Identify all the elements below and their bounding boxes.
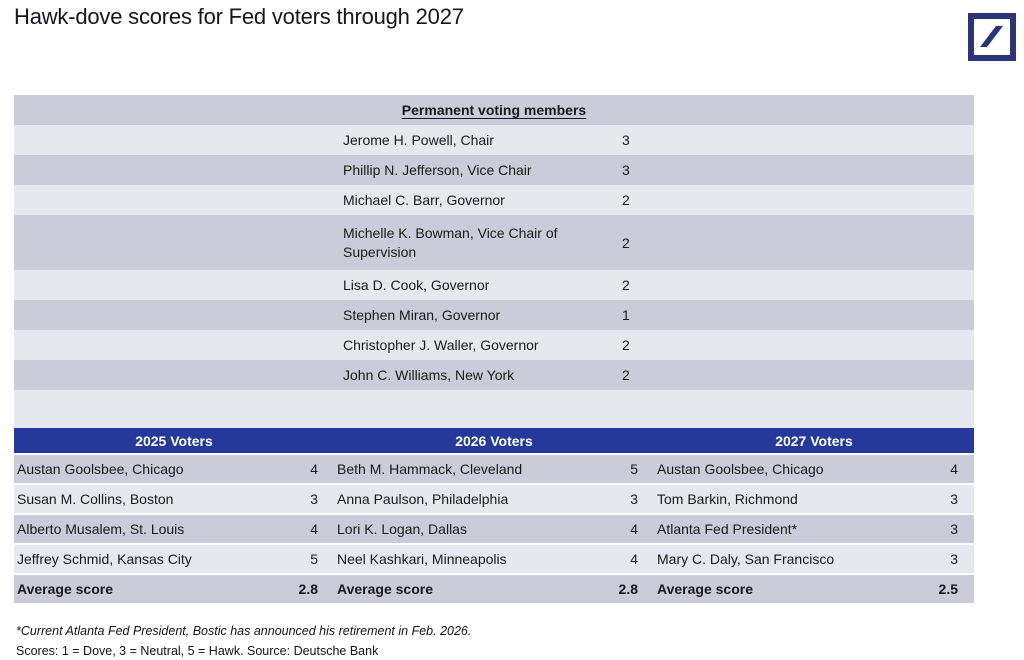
voter-score: 2 (622, 234, 630, 251)
voter-name: Lori K. Logan, Dallas (337, 521, 467, 537)
permanent-row-cook: Lisa D. Cook, Governor 2 (14, 270, 974, 300)
table-spacer-row (14, 390, 974, 428)
voter-name: Susan M. Collins, Boston (17, 491, 174, 507)
voter-score: 4 (950, 461, 958, 477)
page-title: Hawk-dove scores for Fed voters through … (14, 4, 464, 29)
voter-score: 3 (950, 521, 958, 537)
voters-2025-header: 2025 Voters (14, 428, 334, 455)
average-score-row: Average score 2.8 (14, 575, 334, 605)
voter-score: 3 (622, 132, 630, 148)
average-score-label: Average score (657, 581, 753, 597)
permanent-row-waller: Christopher J. Waller, Governor 2 (14, 330, 974, 360)
average-score-label: Average score (337, 581, 433, 597)
voter-name: Phillip N. Jefferson, Vice Chair (343, 161, 532, 178)
permanent-row-barr: Michael C. Barr, Governor 2 (14, 185, 974, 215)
voter-name: Michael C. Barr, Governor (343, 191, 505, 208)
table-row: Anna Paulson, Philadelphia 3 (334, 485, 654, 515)
table-row: Susan M. Collins, Boston 3 (14, 485, 334, 515)
voter-name: Neel Kashkari, Minneapolis (337, 551, 507, 567)
voter-score: 3 (630, 491, 638, 507)
voter-score: 4 (310, 521, 318, 537)
permanent-header-label: Permanent voting members (401, 102, 587, 118)
voter-score: 5 (630, 461, 638, 477)
footnote-retirement: *Current Atlanta Fed President, Bostic h… (16, 624, 472, 638)
table-row: Austan Goolsbee, Chicago 4 (654, 455, 974, 485)
voters-2025-column: 2025 Voters Austan Goolsbee, Chicago 4 S… (14, 428, 334, 605)
voter-name: Lisa D. Cook, Governor (343, 276, 490, 293)
table-row: Beth M. Hammack, Cleveland 5 (334, 455, 654, 485)
table-row: Austan Goolsbee, Chicago 4 (14, 455, 334, 485)
table-row: Jeffrey Schmid, Kansas City 5 (14, 545, 334, 575)
voter-score: 2 (622, 337, 630, 353)
voter-score: 2 (622, 367, 630, 383)
average-score-row: Average score 2.8 (334, 575, 654, 605)
rotating-voters-table: 2025 Voters Austan Goolsbee, Chicago 4 S… (14, 428, 974, 605)
voter-score: 5 (310, 551, 318, 567)
voter-score: 2 (622, 192, 630, 208)
average-score-value: 2.8 (298, 581, 318, 597)
voter-name: Christopher J. Waller, Governor (343, 336, 539, 353)
voters-2027-header: 2027 Voters (654, 428, 974, 455)
voter-name: Austan Goolsbee, Chicago (17, 461, 184, 477)
voters-2026-header: 2026 Voters (334, 428, 654, 455)
average-score-value: 2.5 (938, 581, 958, 597)
table-row: Mary C. Daly, San Francisco 3 (654, 545, 974, 575)
average-score-label: Average score (17, 581, 113, 597)
voter-score: 1 (622, 307, 630, 323)
voter-score: 4 (630, 551, 638, 567)
voter-score: 4 (630, 521, 638, 537)
voter-name: John C. Williams, New York (343, 366, 515, 383)
voter-name: Stephen Miran, Governor (343, 306, 501, 323)
permanent-voters-table: Permanent voting members Jerome H. Powel… (14, 95, 974, 428)
voters-2026-column: 2026 Voters Beth M. Hammack, Cleveland 5… (334, 428, 654, 605)
voter-name: Beth M. Hammack, Cleveland (337, 461, 523, 477)
voter-name: Anna Paulson, Philadelphia (337, 491, 509, 507)
permanent-row-powell: Jerome H. Powell, Chair 3 (14, 125, 974, 155)
voter-score: 4 (310, 461, 318, 477)
permanent-header-row: Permanent voting members (14, 95, 974, 125)
table-row: Alberto Musalem, St. Louis 4 (14, 515, 334, 545)
table-row: Neel Kashkari, Minneapolis 4 (334, 545, 654, 575)
voter-name: Jerome H. Powell, Chair (343, 131, 494, 148)
voter-score: 3 (950, 551, 958, 567)
permanent-row-bowman: Michelle K. Bowman, Vice Chair of Superv… (14, 215, 974, 270)
average-score-value: 2.8 (618, 581, 638, 597)
voter-score: 2 (622, 277, 630, 293)
voters-2027-column: 2027 Voters Austan Goolsbee, Chicago 4 T… (654, 428, 974, 605)
voter-name: Mary C. Daly, San Francisco (657, 551, 835, 567)
voter-score: 3 (622, 162, 630, 178)
db-slash-icon (968, 13, 1016, 61)
table-row: Tom Barkin, Richmond 3 (654, 485, 974, 515)
voter-name: Atlanta Fed President* (657, 521, 798, 537)
permanent-row-miran: Stephen Miran, Governor 1 (14, 300, 974, 330)
footnote-scores-source: Scores: 1 = Dove, 3 = Neutral, 5 = Hawk.… (16, 644, 379, 658)
voter-name: Michelle K. Bowman, Vice Chair of Superv… (343, 225, 558, 260)
voter-score: 3 (310, 491, 318, 507)
table-row: Atlanta Fed President* 3 (654, 515, 974, 545)
voter-name: Austan Goolsbee, Chicago (657, 461, 824, 477)
permanent-row-williams: John C. Williams, New York 2 (14, 360, 974, 390)
footnotes: *Current Atlanta Fed President, Bostic h… (16, 621, 471, 660)
voter-name: Tom Barkin, Richmond (657, 491, 798, 507)
voter-name: Jeffrey Schmid, Kansas City (17, 551, 192, 567)
voter-score: 3 (950, 491, 958, 507)
table-row: Lori K. Logan, Dallas 4 (334, 515, 654, 545)
deutsche-bank-logo (968, 13, 1016, 61)
average-score-row: Average score 2.5 (654, 575, 974, 605)
voter-name: Alberto Musalem, St. Louis (17, 521, 185, 537)
permanent-row-jefferson: Phillip N. Jefferson, Vice Chair 3 (14, 155, 974, 185)
